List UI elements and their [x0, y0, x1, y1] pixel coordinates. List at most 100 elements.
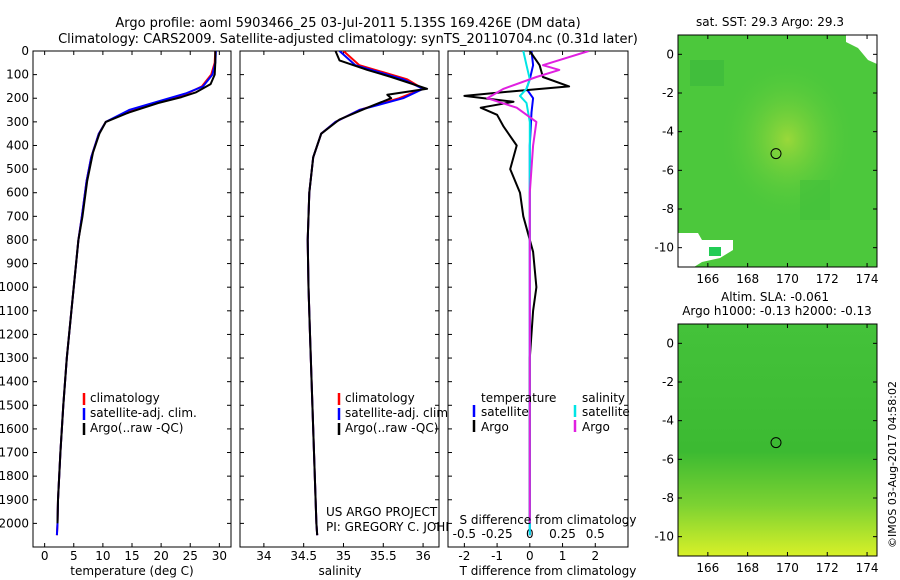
depth-tick-label: 1200 [0, 327, 29, 341]
x-tick-label: 20 [153, 549, 168, 563]
series-salinity-argo [486, 51, 589, 524]
lat-tick-label: -10 [654, 241, 674, 255]
depth-tick-label: 2000 [0, 516, 29, 530]
depth-tick-label: 1100 [0, 304, 29, 318]
x-tick-label: 34 [256, 549, 271, 563]
temperature-legend: climatology satellite-adj. clim. Argo(..… [82, 391, 197, 435]
land-island [709, 247, 721, 256]
legend-temp-satellite-label: satellite [481, 405, 529, 419]
sla-map-panel: Altim. SLA: -0.061 Argo h1000: -0.13 h20… [654, 290, 878, 575]
salinity-panel: 34 34.5 35 35.5 36 salinity climatology sate… [239, 50, 480, 578]
depth-tick-label: 1800 [0, 469, 29, 483]
legend-argo-label: Argo(..raw -QC) [345, 421, 438, 435]
depth-tick-label: 1500 [0, 398, 29, 412]
lat-tick-label: -4 [662, 414, 674, 428]
lat-tick-label: -6 [662, 452, 674, 466]
x-tick-label: 5 [70, 549, 78, 563]
x-tick-label: 0 [41, 549, 49, 563]
lat-tick-label: -2 [662, 86, 674, 100]
series-temperature-argo [463, 51, 571, 524]
differences-legend: temperature satellite Argo salinity sate… [472, 391, 630, 434]
lon-tick-label: 172 [816, 272, 839, 286]
depth-tick-label: 700 [6, 209, 29, 223]
x-tick-label: 1 [559, 549, 567, 563]
depth-tick-label: 1300 [0, 351, 29, 365]
depth-tick-label: 900 [6, 257, 29, 271]
x-tick-label: 35.5 [370, 549, 397, 563]
s-difference-label: S difference from climatology [460, 513, 637, 527]
sla-map-title-line2: Argo h1000: -0.13 h2000: -0.13 [682, 304, 872, 318]
x-tick-label: 35 [336, 549, 351, 563]
lat-tick-label: 0 [666, 336, 674, 350]
sst-map-panel: sat. SST: 29.3 Argo: 29.3 0 -2 -4 -6 -8 -10 1… [654, 15, 878, 286]
profile-location-marker [770, 437, 782, 449]
depth-tick-label: 1400 [0, 375, 29, 389]
legend-sal-argo-label: Argo [582, 420, 610, 434]
lon-tick-label: 168 [736, 272, 759, 286]
lat-tick-label: 0 [666, 47, 674, 61]
s-tick-label: -0.25 [482, 527, 513, 541]
legend-climatology-label: climatology [90, 391, 160, 405]
sla-field [678, 324, 877, 556]
imos-timestamp: ©IMOS 03-Aug-2017 04:58:02 [886, 381, 899, 548]
x-tick-label: 36 [415, 549, 430, 563]
lat-tick-label: -8 [662, 491, 674, 505]
sst-patch [800, 180, 830, 220]
sst-map-title: sat. SST: 29.3 Argo: 29.3 [696, 15, 844, 29]
depth-tick-label: 1600 [0, 422, 29, 436]
legend-satellite-label: satellite-adj. clim. [90, 406, 197, 420]
salinity-plot-frame [239, 50, 440, 548]
series-argo-raw-qc [306, 51, 429, 536]
sla-map-frame [677, 323, 878, 557]
lat-tick-label: -10 [654, 530, 674, 544]
lon-tick-label: 170 [776, 561, 799, 575]
x-tick-label: 30 [212, 549, 227, 563]
lon-tick-label: 166 [696, 272, 719, 286]
depth-tick-label: 1000 [0, 280, 29, 294]
profile-location-marker [770, 148, 782, 160]
legend-temperature-header: temperature [481, 391, 556, 405]
depth-tick-label: 800 [6, 233, 29, 247]
x-tick-label: 34.5 [290, 549, 317, 563]
salinity-xlabel: salinity [318, 564, 361, 578]
depth-tick-label: 100 [6, 68, 29, 82]
s-tick-label: 0.5 [586, 527, 605, 541]
differences-panel: -2 -1 0 1 2 -0.5 -0.25 0 0.25 0.5 S difference f… [447, 50, 637, 578]
x-tick-label: 25 [183, 549, 198, 563]
legend-argo-label: Argo(..raw -QC) [90, 421, 183, 435]
lon-tick-label: 168 [736, 561, 759, 575]
x-tick-label: 15 [124, 549, 139, 563]
x-tick-label: -1 [491, 549, 503, 563]
figure-title-line2: Climatology: CARS2009. Satellite-adjuste… [58, 32, 638, 47]
differences-plot-frame [447, 50, 629, 548]
depth-tick-label: 300 [6, 115, 29, 129]
sla-map-title-line1: Altim. SLA: -0.061 [721, 290, 829, 304]
sst-patch [690, 60, 724, 86]
legend-temp-argo-label: Argo [481, 420, 509, 434]
salinity-legend: climatology satellite-adj. clim. Argo(..… [337, 391, 452, 435]
depth-tick-label: 200 [6, 91, 29, 105]
depth-tick-label: 500 [6, 162, 29, 176]
lat-tick-label: -4 [662, 125, 674, 139]
lon-tick-label: 174 [856, 272, 879, 286]
x-tick-label: -2 [458, 549, 470, 563]
depth-tick-label: 1900 [0, 493, 29, 507]
lon-tick-label: 172 [816, 561, 839, 575]
s-tick-label: 0.25 [549, 527, 576, 541]
x-tick-label: 0 [526, 549, 534, 563]
lon-tick-label: 170 [776, 272, 799, 286]
land-mask [678, 233, 733, 267]
figure-title-line1: Argo profile: aoml 5903466_25 03-Jul-201… [115, 16, 580, 31]
depth-tick-label: 1700 [0, 446, 29, 460]
legend-satellite-label: satellite-adj. clim. [345, 406, 452, 420]
lon-tick-label: 166 [696, 561, 719, 575]
x-tick-label: 2 [591, 549, 599, 563]
sst-map-frame [677, 34, 878, 268]
x-tick-label: 10 [95, 549, 110, 563]
credit-pi: PI: GREGORY C. JOHNSON [326, 520, 480, 534]
temperature-plot-frame [32, 50, 232, 548]
lat-tick-label: -2 [662, 375, 674, 389]
depth-tick-label: 600 [6, 186, 29, 200]
temperature-xlabel: temperature (deg C) [70, 564, 193, 578]
